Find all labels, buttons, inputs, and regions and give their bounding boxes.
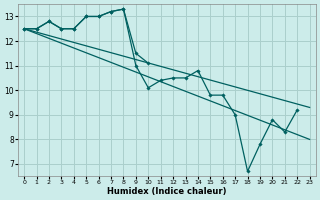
X-axis label: Humidex (Indice chaleur): Humidex (Indice chaleur) [107,187,227,196]
